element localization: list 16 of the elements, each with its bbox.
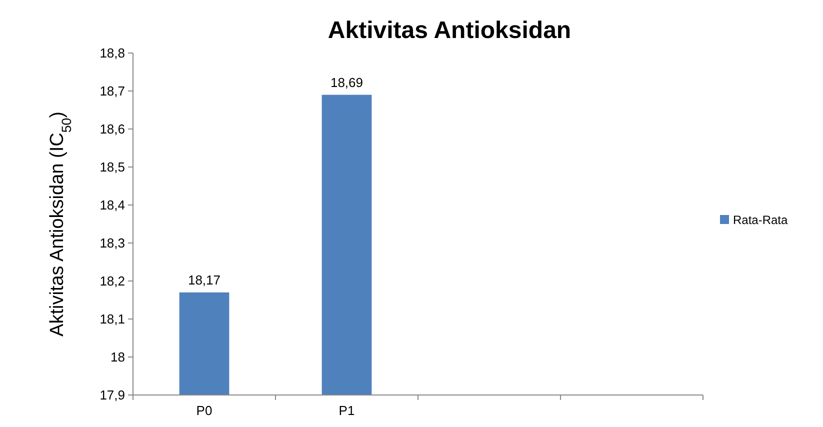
y-tick-label: 18,7 bbox=[100, 84, 125, 98]
legend-label: Rata-Rata bbox=[733, 213, 788, 227]
y-tick-label: 18 bbox=[110, 350, 125, 364]
x-tick-label: P0 bbox=[196, 403, 212, 418]
data-label: 18,69 bbox=[330, 74, 364, 90]
data-label: 18,17 bbox=[188, 272, 221, 288]
y-tick-label: 18,8 bbox=[100, 46, 125, 60]
y-tick-label: 18,5 bbox=[100, 160, 125, 174]
y-tick-label: 18,3 bbox=[100, 236, 125, 250]
y-tick-label: 17,9 bbox=[100, 388, 125, 402]
chart-title: Aktivitas Antioksidan bbox=[328, 17, 572, 44]
x-tick-label: P1 bbox=[338, 403, 355, 418]
y-tick-label: 18,2 bbox=[100, 274, 125, 288]
y-tick-label: 18,1 bbox=[100, 312, 125, 326]
y-tick-label: 18,6 bbox=[100, 122, 125, 136]
y-tick-label: 18,4 bbox=[100, 198, 125, 212]
